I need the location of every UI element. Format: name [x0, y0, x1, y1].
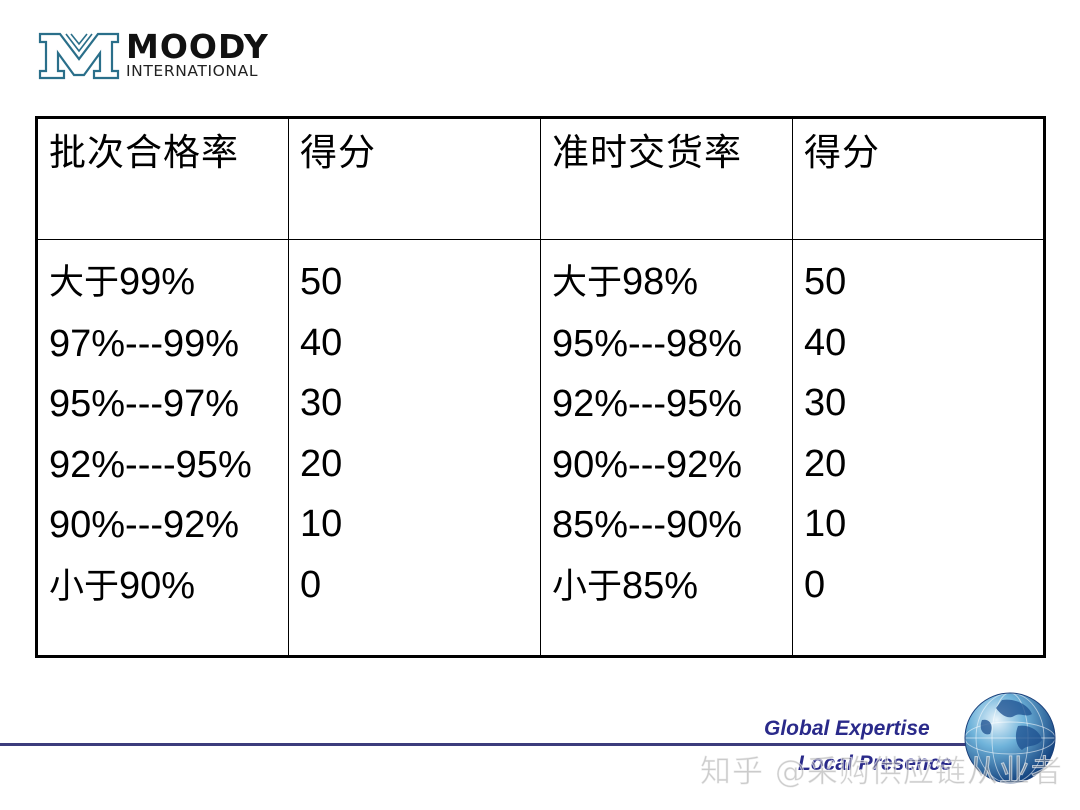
table-cell: 大于99% [49, 261, 196, 303]
logo-name: MOODY [126, 27, 269, 66]
globe-icon [964, 692, 1056, 784]
table-header-row: 批次合格率 得分 准时交货率 得分 [36, 117, 1045, 240]
table-cell: 40 [300, 321, 343, 364]
moody-logo: MOODY INTERNATIONAL [38, 30, 269, 82]
table-cell: 0 [804, 563, 826, 606]
table-cell: 小于90% [49, 564, 196, 607]
table-cell: 20 [804, 442, 847, 485]
tagline-local-presence: Local Presence [798, 752, 953, 775]
table-cell: 10 [804, 503, 847, 545]
moody-m-logo-icon [38, 32, 120, 80]
header-score-1: 得分 [288, 117, 541, 240]
table-cell: 92%----95% [49, 443, 252, 486]
batch-pass-rate-ranges: 大于99% 97%---99% 95%---97% 92%----95% 90%… [36, 239, 289, 657]
table-cell: 0 [300, 563, 322, 606]
tagline-global-expertise: Global Expertise [764, 717, 930, 740]
on-time-delivery-ranges: 大于98% 95%---98% 92%---95% 90%---92% 85%-… [540, 239, 793, 657]
table-cell: 10 [300, 503, 343, 545]
table-cell: 30 [804, 382, 847, 424]
table-cell: 50 [300, 261, 343, 303]
header-score-2: 得分 [792, 117, 1045, 240]
table-cell: 20 [300, 442, 343, 485]
table-cell: 90%---92% [49, 504, 240, 546]
table-body-row: 大于99% 97%---99% 95%---97% 92%----95% 90%… [36, 239, 1045, 657]
batch-pass-rate-scores: 50 40 30 20 10 0 [288, 239, 541, 657]
on-time-delivery-scores: 50 40 30 20 10 0 [792, 239, 1045, 657]
logo-subtitle: INTERNATIONAL [126, 62, 259, 80]
header-on-time-delivery-rate: 准时交货率 [540, 117, 793, 240]
table-cell: 50 [804, 261, 847, 303]
table-cell: 97%---99% [49, 322, 240, 365]
header-batch-pass-rate: 批次合格率 [36, 117, 289, 240]
table-cell: 90%---92% [552, 443, 743, 486]
watermark-text: 知乎 @采购供应链从业者 [700, 754, 1063, 791]
table-cell: 小于85% [552, 564, 699, 607]
logo-text: MOODY INTERNATIONAL [126, 27, 269, 80]
supplier-scoring-table: 批次合格率 得分 准时交货率 得分 大于99% 97%---99% 95%---… [35, 116, 1046, 658]
table-cell: 大于98% [552, 261, 699, 303]
table-cell: 95%---98% [552, 322, 743, 365]
table-cell: 40 [804, 321, 847, 364]
footer-divider [0, 743, 980, 746]
table-cell: 30 [300, 382, 343, 424]
table-cell: 92%---95% [552, 383, 743, 425]
table-cell: 95%---97% [49, 383, 240, 425]
table-cell: 85%---90% [552, 504, 743, 546]
